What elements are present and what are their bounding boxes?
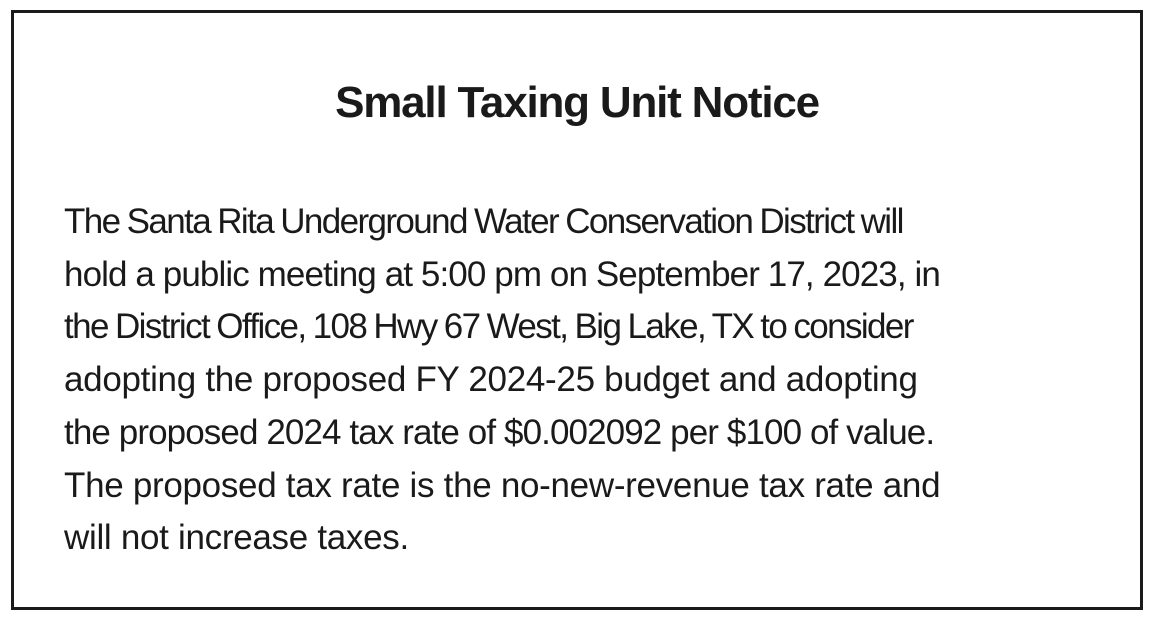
notice-body-line: The Santa Rita Underground Water Conserv… bbox=[64, 202, 904, 241]
notice-body-line: The proposed tax rate is the no-new-reve… bbox=[64, 465, 941, 505]
notice-frame: Small Taxing Unit Notice The Santa Rita … bbox=[11, 10, 1143, 610]
notice-body-line: will not increase taxes. bbox=[64, 518, 409, 558]
notice-body: The Santa Rita Underground Water Conserv… bbox=[64, 196, 1094, 565]
notice-title: Small Taxing Unit Notice bbox=[335, 78, 820, 127]
notice-body-line: the proposed 2024 tax rate of $0.002092 … bbox=[64, 412, 935, 452]
notice-body-line: hold a public meeting at 5:00 pm on Sept… bbox=[64, 254, 941, 294]
notice-body-line: the District Office, 108 Hwy 67 West, Bi… bbox=[64, 307, 914, 347]
notice-body-line: adopting the proposed FY 2024-25 budget … bbox=[64, 360, 918, 400]
